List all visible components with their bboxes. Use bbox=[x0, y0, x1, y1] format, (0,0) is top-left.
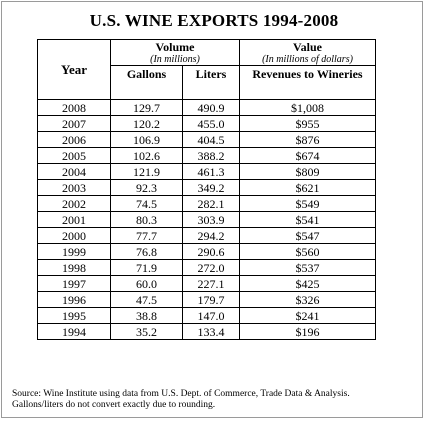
cell-liters: 303.9 bbox=[182, 211, 240, 228]
cell-liters: 490.9 bbox=[182, 99, 240, 116]
cell-year: 2007 bbox=[37, 115, 111, 132]
cell-year: 2003 bbox=[37, 179, 111, 196]
wine-exports-table: Year Volume (In millions) Value (In mill… bbox=[37, 39, 376, 340]
cell-gallons: 71.9 bbox=[110, 259, 183, 276]
cell-revenue: $241 bbox=[239, 307, 376, 324]
table-row: 2005 102.6 388.2 $674 bbox=[37, 147, 376, 164]
cell-gallons: 102.6 bbox=[110, 147, 183, 164]
table-row: 2006 106.9 404.5 $876 bbox=[37, 131, 376, 148]
cell-revenue: $547 bbox=[239, 227, 376, 244]
cell-revenue: $674 bbox=[239, 147, 376, 164]
cell-revenue: $1,008 bbox=[239, 99, 376, 116]
cell-liters: 147.0 bbox=[182, 307, 240, 324]
cell-year: 2008 bbox=[37, 99, 111, 116]
cell-gallons: 77.7 bbox=[110, 227, 183, 244]
table-title: U.S. WINE EXPORTS 1994-2008 bbox=[89, 11, 339, 30]
table-row: 1995 38.8 147.0 $241 bbox=[37, 307, 376, 324]
cell-year: 2001 bbox=[37, 211, 111, 228]
cell-liters: 404.5 bbox=[182, 131, 240, 148]
cell-gallons: 129.7 bbox=[110, 99, 183, 116]
cell-liters: 461.3 bbox=[182, 163, 240, 180]
cell-gallons: 35.2 bbox=[110, 323, 183, 340]
header-value-label: Value bbox=[293, 40, 322, 54]
cell-revenue: $326 bbox=[239, 291, 376, 308]
cell-revenue: $549 bbox=[239, 195, 376, 212]
table-row: 1996 47.5 179.7 $326 bbox=[37, 291, 376, 308]
header-value: Value (In millions of dollars) bbox=[239, 39, 376, 66]
cell-gallons: 60.0 bbox=[110, 275, 183, 292]
table-row: 2001 80.3 303.9 $541 bbox=[37, 211, 376, 228]
header-gallons: Gallons bbox=[110, 65, 183, 100]
table-row: 2000 77.7 294.2 $547 bbox=[37, 227, 376, 244]
table-row: 2002 74.5 282.1 $549 bbox=[37, 195, 376, 212]
cell-liters: 388.2 bbox=[182, 147, 240, 164]
cell-year: 1995 bbox=[37, 307, 111, 324]
cell-liters: 282.1 bbox=[182, 195, 240, 212]
cell-liters: 227.1 bbox=[182, 275, 240, 292]
cell-gallons: 76.8 bbox=[110, 243, 183, 260]
cell-revenue: $560 bbox=[239, 243, 376, 260]
cell-revenue: $955 bbox=[239, 115, 376, 132]
header-volume: Volume (In millions) bbox=[110, 39, 240, 66]
cell-liters: 272.0 bbox=[182, 259, 240, 276]
cell-revenue: $537 bbox=[239, 259, 376, 276]
cell-gallons: 92.3 bbox=[110, 179, 183, 196]
cell-liters: 349.2 bbox=[182, 179, 240, 196]
header-value-unit: (In millions of dollars) bbox=[262, 54, 353, 65]
table-row: 1999 76.8 290.6 $560 bbox=[37, 243, 376, 260]
cell-year: 1998 bbox=[37, 259, 111, 276]
cell-gallons: 38.8 bbox=[110, 307, 183, 324]
cell-gallons: 106.9 bbox=[110, 131, 183, 148]
cell-gallons: 120.2 bbox=[110, 115, 183, 132]
cell-gallons: 74.5 bbox=[110, 195, 183, 212]
cell-gallons: 47.5 bbox=[110, 291, 183, 308]
cell-year: 2000 bbox=[37, 227, 111, 244]
table-row: 1998 71.9 272.0 $537 bbox=[37, 259, 376, 276]
cell-liters: 179.7 bbox=[182, 291, 240, 308]
cell-year: 1996 bbox=[37, 291, 111, 308]
cell-revenue: $621 bbox=[239, 179, 376, 196]
table-row: 1994 35.2 133.4 $196 bbox=[37, 323, 376, 340]
cell-revenue: $809 bbox=[239, 163, 376, 180]
source-note: Source: Wine Institute using data from U… bbox=[12, 389, 422, 411]
cell-year: 2004 bbox=[37, 163, 111, 180]
cell-year: 2002 bbox=[37, 195, 111, 212]
cell-gallons: 121.9 bbox=[110, 163, 183, 180]
cell-year: 2005 bbox=[37, 147, 111, 164]
cell-year: 1997 bbox=[37, 275, 111, 292]
cell-liters: 133.4 bbox=[182, 323, 240, 340]
table-row: 2008 129.7 490.9 $1,008 bbox=[37, 99, 376, 116]
cell-liters: 294.2 bbox=[182, 227, 240, 244]
table-row: 2004 121.9 461.3 $809 bbox=[37, 163, 376, 180]
source-line: Source: Wine Institute using data from U… bbox=[12, 389, 350, 399]
table-row: 2003 92.3 349.2 $621 bbox=[37, 179, 376, 196]
table-row: 1997 60.0 227.1 $425 bbox=[37, 275, 376, 292]
header-revenues: Revenues to Wineries bbox=[239, 65, 376, 100]
cell-revenue: $876 bbox=[239, 131, 376, 148]
conversion-line: Gallons/liters do not convert exactly du… bbox=[12, 400, 216, 410]
cell-year: 1999 bbox=[37, 243, 111, 260]
table-row: 2007 120.2 455.0 $955 bbox=[37, 115, 376, 132]
cell-year: 1994 bbox=[37, 323, 111, 340]
cell-revenue: $541 bbox=[239, 211, 376, 228]
cell-gallons: 80.3 bbox=[110, 211, 183, 228]
header-year: Year bbox=[37, 39, 111, 100]
cell-liters: 290.6 bbox=[182, 243, 240, 260]
cell-year: 2006 bbox=[37, 131, 111, 148]
header-liters: Liters bbox=[182, 65, 240, 100]
cell-revenue: $425 bbox=[239, 275, 376, 292]
table-body: 2008 129.7 490.9 $1,008 2007 120.2 455.0 $955 20… bbox=[37, 99, 376, 340]
header-volume-label: Volume bbox=[155, 40, 195, 54]
cell-revenue: $196 bbox=[239, 323, 376, 340]
header-volume-unit: (In millions) bbox=[150, 54, 200, 65]
cell-liters: 455.0 bbox=[182, 115, 240, 132]
